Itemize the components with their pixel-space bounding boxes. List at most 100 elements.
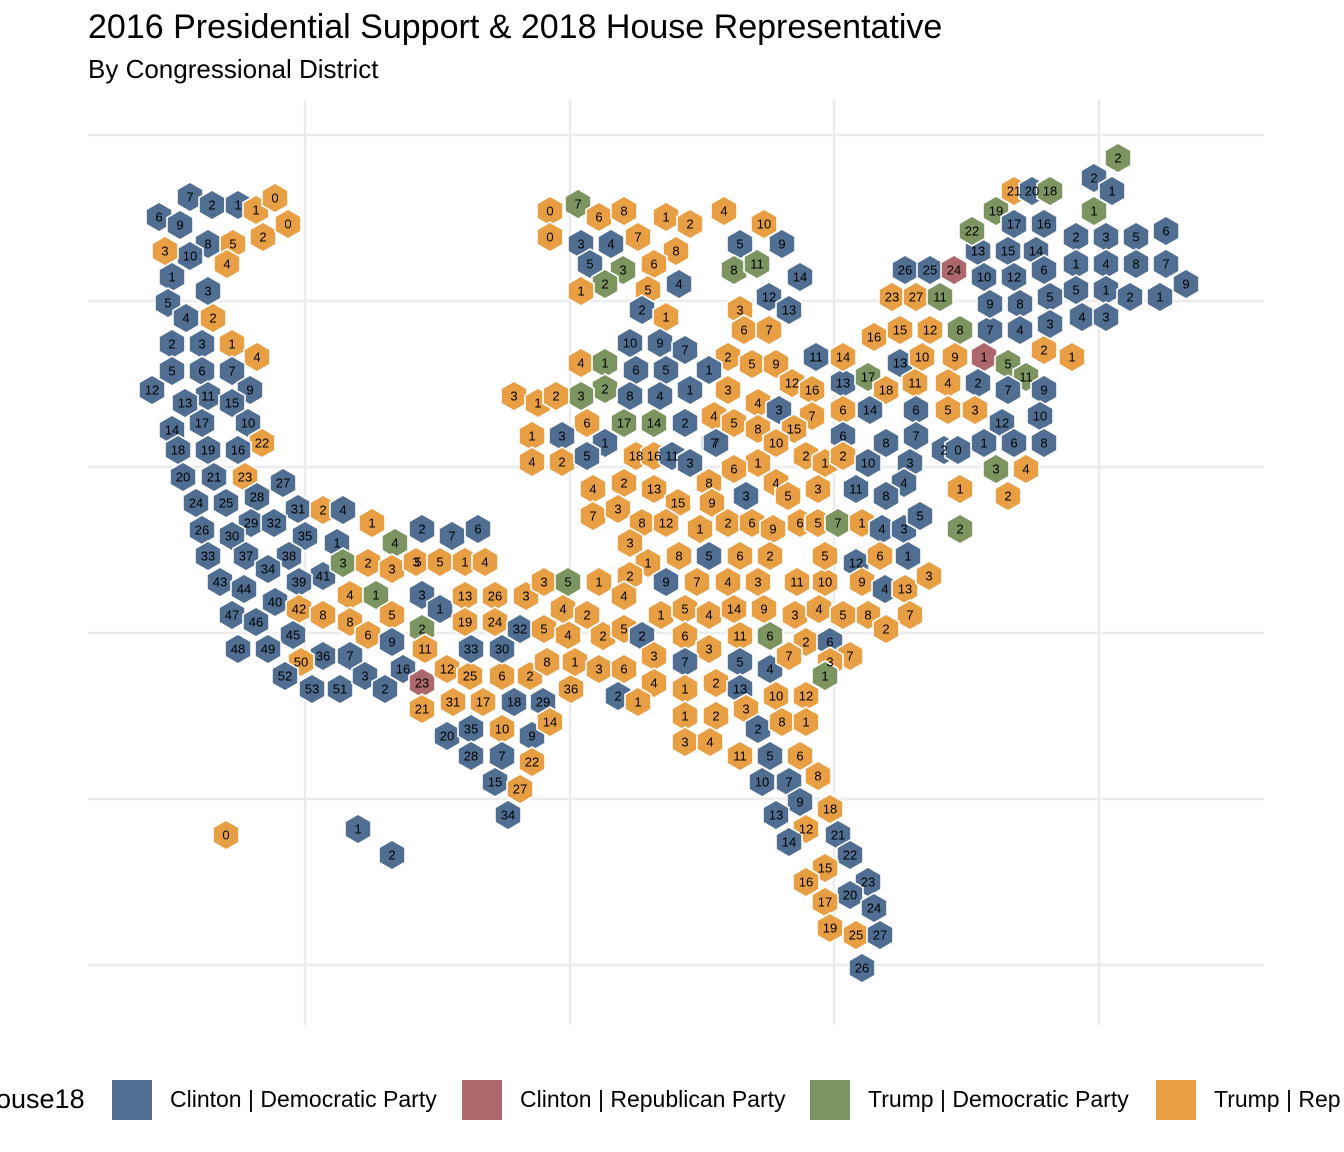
district-hex [652, 201, 680, 233]
district-hex [218, 355, 246, 387]
district-label: 13 [971, 244, 985, 259]
district-label: 45 [286, 628, 300, 643]
district-label: 7 [634, 230, 641, 245]
district-label: 1 [754, 456, 761, 471]
district-hex [743, 248, 771, 280]
district-label: 1 [956, 482, 963, 497]
district-label: 6 [620, 662, 627, 677]
district-hex [854, 447, 882, 479]
district-hex [872, 374, 900, 406]
district-label: 3 [595, 662, 602, 677]
district-label: 2 [712, 709, 719, 724]
district-label: 53 [305, 682, 319, 697]
district-label: 12 [659, 516, 673, 531]
district-label: 9 [760, 602, 767, 617]
district-label: 6 [736, 549, 743, 564]
district-hex [254, 553, 282, 585]
district-label: 31 [291, 502, 305, 517]
district-label: 1 [634, 695, 641, 710]
district-hex [260, 507, 288, 539]
district-label: 2 [839, 449, 846, 464]
district-label: 3 [705, 642, 712, 657]
district-label: 9 [769, 522, 776, 537]
district-label: 4 [1102, 257, 1109, 272]
district-hex [671, 407, 699, 439]
district-label: 6 [1040, 263, 1047, 278]
district-hex [856, 394, 884, 426]
district-label: 3 [198, 337, 205, 352]
district-hex [750, 208, 778, 240]
district-hex [652, 507, 680, 539]
district-label: 42 [292, 602, 306, 617]
district-label: 5 [766, 749, 773, 764]
district-label: 41 [316, 569, 330, 584]
district-label: 12 [145, 383, 159, 398]
district-label: 11 [933, 290, 947, 305]
district-label: 14 [782, 835, 796, 850]
district-label: 3 [1102, 230, 1109, 245]
district-label: 2 [552, 389, 559, 404]
district-label: 8 [672, 244, 679, 259]
district-label: 7 [1004, 383, 1011, 398]
district-hex [557, 673, 585, 705]
district-label: 1 [1090, 204, 1097, 219]
district-label: 14 [1029, 244, 1043, 259]
district-label: 15 [225, 396, 239, 411]
district-label: 5 [944, 403, 951, 418]
district-label: 2 [209, 311, 216, 326]
district-label: 1 [461, 555, 468, 570]
district-label: 10 [183, 249, 197, 264]
district-hex [866, 919, 894, 951]
district-label: 21 [831, 828, 845, 843]
district-label: 3 [558, 429, 565, 444]
district-label: 4 [878, 522, 885, 537]
district-label: 3 [161, 244, 168, 259]
district-hex [206, 566, 234, 598]
district-label: 4 [720, 204, 727, 219]
legend-label: Clinton | Republican Party [520, 1086, 786, 1112]
district-hex [224, 633, 252, 665]
district-label: 5 [681, 602, 688, 617]
district-label: 4 [724, 575, 731, 590]
district-hex [829, 440, 857, 472]
district-label: 11 [733, 629, 747, 644]
district-label: 17 [861, 370, 875, 385]
district-hex [926, 281, 954, 313]
district-hex [354, 619, 382, 651]
district-hex [829, 341, 857, 373]
district-label: 23 [238, 470, 252, 485]
district-hex [836, 879, 864, 911]
district-label: 8 [754, 422, 761, 437]
district-label: 8 [346, 615, 353, 630]
district-label: 6 [155, 210, 162, 225]
district-label: 4 [182, 311, 189, 326]
district-hex [218, 520, 246, 552]
district-label: 9 [528, 729, 535, 744]
district-label: 6 [796, 749, 803, 764]
district-hex [628, 294, 656, 326]
district-hex [640, 407, 668, 439]
district-label: 3 [681, 735, 688, 750]
district-label: 9 [1182, 277, 1189, 292]
district-label: 4 [564, 628, 571, 643]
district-label: 2 [681, 416, 688, 431]
district-label: 6 [796, 516, 803, 531]
district-label: 3 [1046, 317, 1053, 332]
district-hex [554, 619, 582, 651]
district-label: 7 [681, 655, 688, 670]
district-label: 6 [766, 629, 773, 644]
district-label: 2 [802, 635, 809, 650]
district-label: 0 [546, 204, 553, 219]
district-label: 1 [821, 456, 828, 471]
district-label: 5 [388, 608, 395, 623]
district-label: 11 [733, 749, 747, 764]
district-hex [994, 374, 1022, 406]
district-hexes [138, 142, 1200, 984]
district-hex [218, 599, 246, 631]
district-label: 4 [675, 277, 682, 292]
district-hex [536, 706, 564, 738]
district-label: 4 [1022, 462, 1029, 477]
district-hex [610, 580, 638, 612]
legend-title: ouse18 [0, 1084, 85, 1114]
district-hex [1098, 175, 1126, 207]
